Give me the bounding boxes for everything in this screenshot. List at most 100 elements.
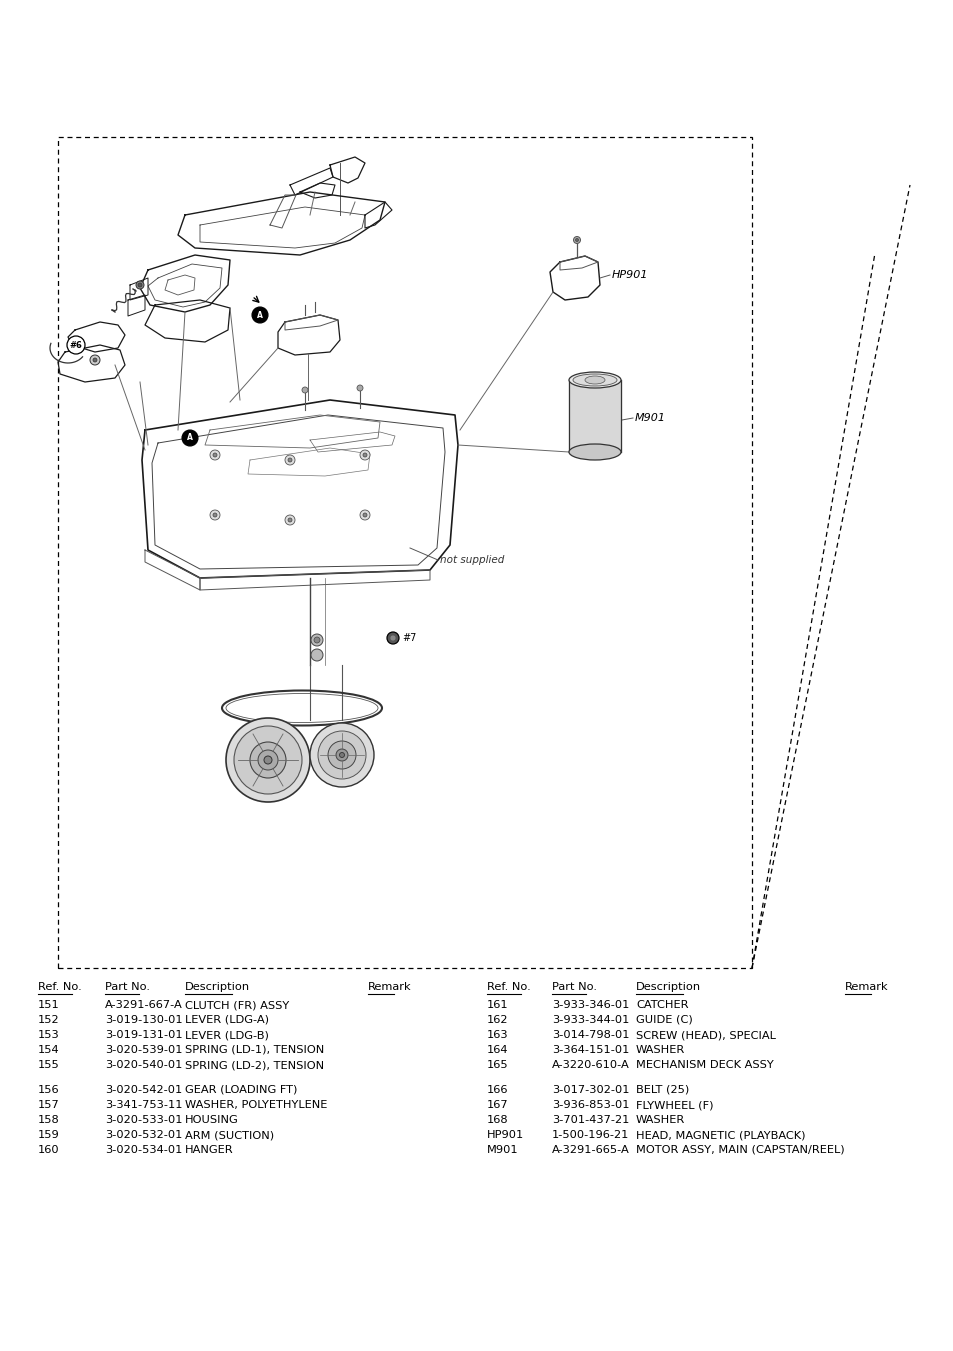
Circle shape <box>363 513 367 517</box>
Circle shape <box>136 281 144 289</box>
Circle shape <box>387 632 398 644</box>
Text: Remark: Remark <box>844 982 887 992</box>
Text: 168: 168 <box>486 1115 508 1125</box>
Circle shape <box>310 723 374 788</box>
Text: 164: 164 <box>486 1046 508 1055</box>
Text: 1-500-196-21: 1-500-196-21 <box>552 1129 629 1140</box>
Text: GEAR (LOADING FT): GEAR (LOADING FT) <box>185 1085 297 1096</box>
Text: FLYWHEEL (F): FLYWHEEL (F) <box>636 1100 713 1111</box>
Text: LEVER (LDG-A): LEVER (LDG-A) <box>185 1015 269 1025</box>
Text: 3-936-853-01: 3-936-853-01 <box>552 1100 629 1111</box>
Circle shape <box>182 430 198 446</box>
Circle shape <box>213 513 216 517</box>
Circle shape <box>288 458 292 462</box>
Circle shape <box>226 717 310 802</box>
Ellipse shape <box>568 444 620 459</box>
Text: Part No.: Part No. <box>105 982 150 992</box>
Circle shape <box>285 455 294 465</box>
Text: 165: 165 <box>486 1061 508 1070</box>
Text: 160: 160 <box>38 1146 59 1155</box>
Text: MOTOR ASSY, MAIN (CAPSTAN/REEL): MOTOR ASSY, MAIN (CAPSTAN/REEL) <box>636 1146 843 1155</box>
Text: HP901: HP901 <box>612 270 648 280</box>
Circle shape <box>575 239 578 242</box>
Text: Ref. No.: Ref. No. <box>486 982 530 992</box>
Text: Part No.: Part No. <box>552 982 597 992</box>
Text: 3-020-539-01: 3-020-539-01 <box>105 1046 182 1055</box>
Text: HP901: HP901 <box>486 1129 524 1140</box>
Text: 154: 154 <box>38 1046 59 1055</box>
Text: GUIDE (C): GUIDE (C) <box>636 1015 692 1025</box>
Circle shape <box>339 753 344 758</box>
Text: Description: Description <box>636 982 700 992</box>
Circle shape <box>90 355 100 365</box>
Circle shape <box>390 635 395 640</box>
Text: MECHANISM DECK ASSY: MECHANISM DECK ASSY <box>636 1061 773 1070</box>
Circle shape <box>252 307 268 323</box>
Text: 3-019-130-01: 3-019-130-01 <box>105 1015 182 1025</box>
Circle shape <box>257 750 277 770</box>
Circle shape <box>335 748 348 761</box>
Text: 3-019-131-01: 3-019-131-01 <box>105 1029 182 1040</box>
Text: 155: 155 <box>38 1061 60 1070</box>
Text: A-3291-665-A: A-3291-665-A <box>552 1146 629 1155</box>
Text: A-3291-667-A: A-3291-667-A <box>105 1000 183 1011</box>
Text: 3-020-533-01: 3-020-533-01 <box>105 1115 182 1125</box>
Circle shape <box>250 742 286 778</box>
Text: 156: 156 <box>38 1085 59 1096</box>
Circle shape <box>210 509 220 520</box>
Text: 167: 167 <box>486 1100 508 1111</box>
Text: 161: 161 <box>486 1000 508 1011</box>
Circle shape <box>359 450 370 459</box>
Text: SPRING (LD-2), TENSION: SPRING (LD-2), TENSION <box>185 1061 324 1070</box>
Text: 152: 152 <box>38 1015 59 1025</box>
Text: HOUSING: HOUSING <box>185 1115 238 1125</box>
Text: 158: 158 <box>38 1115 60 1125</box>
Text: 3-020-542-01: 3-020-542-01 <box>105 1085 182 1096</box>
Text: M901: M901 <box>635 413 665 423</box>
Text: 3-933-344-01: 3-933-344-01 <box>552 1015 629 1025</box>
Text: A: A <box>256 311 263 319</box>
Text: WASHER: WASHER <box>636 1115 684 1125</box>
Text: Description: Description <box>185 982 250 992</box>
Text: SCREW (HEAD), SPECIAL: SCREW (HEAD), SPECIAL <box>636 1029 775 1040</box>
Text: #6: #6 <box>70 340 82 350</box>
Circle shape <box>363 453 367 457</box>
Ellipse shape <box>573 374 617 386</box>
Circle shape <box>311 634 323 646</box>
Text: M901: M901 <box>486 1146 518 1155</box>
Circle shape <box>359 509 370 520</box>
Text: 3-020-540-01: 3-020-540-01 <box>105 1061 182 1070</box>
Ellipse shape <box>568 372 620 388</box>
Text: 3-364-151-01: 3-364-151-01 <box>552 1046 629 1055</box>
Text: Remark: Remark <box>368 982 411 992</box>
Circle shape <box>317 731 366 780</box>
Text: 3-020-532-01: 3-020-532-01 <box>105 1129 182 1140</box>
Circle shape <box>302 386 308 393</box>
Text: 153: 153 <box>38 1029 60 1040</box>
Text: LEVER (LDG-B): LEVER (LDG-B) <box>185 1029 269 1040</box>
Text: 151: 151 <box>38 1000 60 1011</box>
Circle shape <box>67 336 85 354</box>
Circle shape <box>573 236 579 243</box>
Circle shape <box>288 517 292 521</box>
Text: BELT (25): BELT (25) <box>636 1085 688 1096</box>
Text: CLUTCH (FR) ASSY: CLUTCH (FR) ASSY <box>185 1000 289 1011</box>
Ellipse shape <box>584 376 604 384</box>
Text: HEAD, MAGNETIC (PLAYBACK): HEAD, MAGNETIC (PLAYBACK) <box>636 1129 804 1140</box>
Text: SPRING (LD-1), TENSION: SPRING (LD-1), TENSION <box>185 1046 324 1055</box>
Circle shape <box>233 725 302 794</box>
Circle shape <box>311 648 323 661</box>
Circle shape <box>328 740 355 769</box>
Text: A-3220-610-A: A-3220-610-A <box>552 1061 629 1070</box>
Text: 3-701-437-21: 3-701-437-21 <box>552 1115 629 1125</box>
Text: HANGER: HANGER <box>185 1146 233 1155</box>
Circle shape <box>138 282 142 286</box>
Circle shape <box>92 358 97 362</box>
Text: 3-014-798-01: 3-014-798-01 <box>552 1029 629 1040</box>
Text: 3-020-534-01: 3-020-534-01 <box>105 1146 182 1155</box>
Text: 162: 162 <box>486 1015 508 1025</box>
Circle shape <box>285 515 294 526</box>
Text: ARM (SUCTION): ARM (SUCTION) <box>185 1129 274 1140</box>
Text: 166: 166 <box>486 1085 508 1096</box>
Circle shape <box>210 450 220 459</box>
